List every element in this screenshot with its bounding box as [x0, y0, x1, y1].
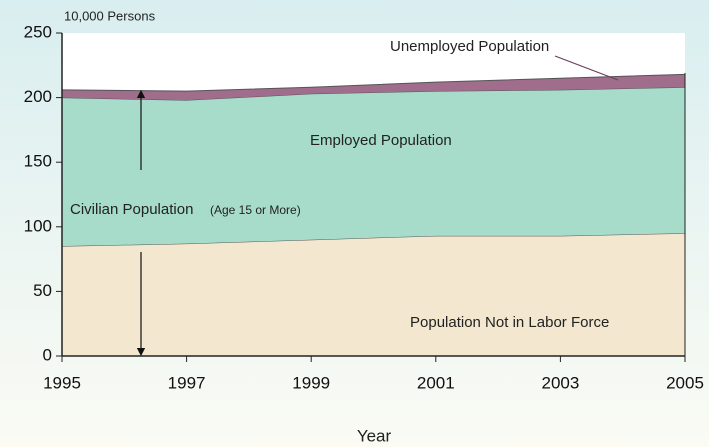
series-label: Employed Population — [310, 132, 452, 149]
y-unit-label: 10,000 Persons — [64, 8, 156, 23]
x-tick-label: 2003 — [541, 373, 579, 392]
x-tick-label: 2001 — [417, 373, 455, 392]
chart: 10,000 Persons Year Civilian Population … — [0, 0, 709, 447]
y-tick-label: 0 — [43, 345, 52, 364]
y-tick-label: 100 — [24, 216, 52, 235]
annotation: (Age 15 or More) — [210, 203, 301, 217]
y-tick-label: 50 — [33, 281, 52, 300]
series-label: Population Not in Labor Force — [410, 314, 609, 331]
y-tick-label: 200 — [24, 87, 52, 106]
y-tick-label: 250 — [24, 22, 52, 41]
x-tick-label: 1995 — [43, 373, 81, 392]
y-tick-label: 150 — [24, 152, 52, 171]
area — [62, 233, 685, 356]
series-label: Unemployed Population — [390, 38, 549, 55]
annotation: Civilian Population — [70, 201, 193, 218]
x-tick-label: 1999 — [292, 373, 330, 392]
x-tick-label: 1997 — [168, 373, 206, 392]
x-tick-label: 2005 — [666, 373, 704, 392]
area — [62, 87, 685, 246]
x-axis-label: Year — [357, 426, 392, 445]
